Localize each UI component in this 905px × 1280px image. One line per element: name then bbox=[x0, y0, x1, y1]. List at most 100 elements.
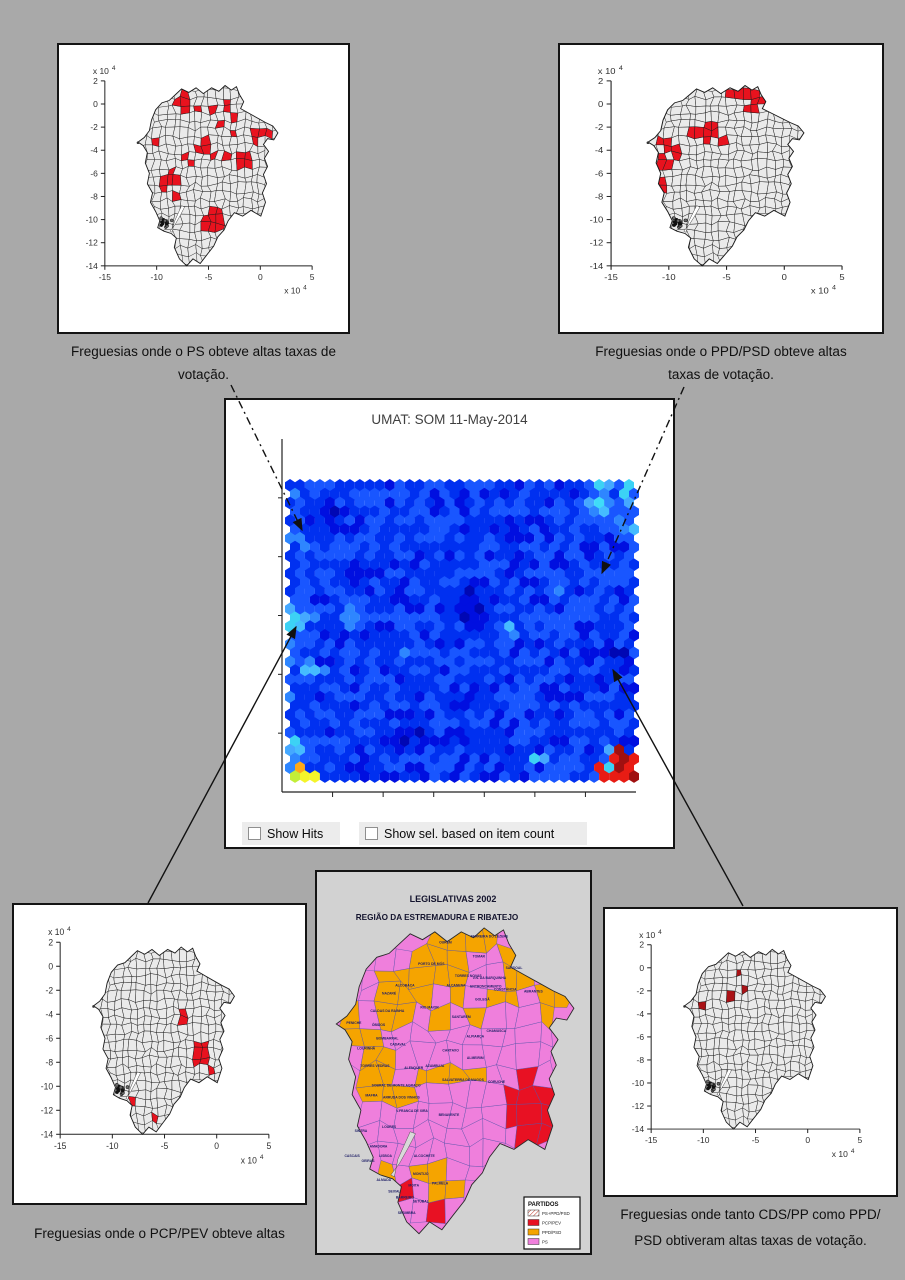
svg-text:x 10: x 10 bbox=[93, 66, 109, 76]
svg-text:-4: -4 bbox=[46, 1009, 54, 1019]
svg-text:V.N. DA BARQUINHA: V.N. DA BARQUINHA bbox=[473, 976, 507, 980]
svg-text:LISBOA: LISBOA bbox=[379, 1154, 392, 1158]
show-hits-checkbox-group: Show Hits bbox=[242, 822, 340, 845]
svg-text:x 10: x 10 bbox=[598, 66, 616, 75]
svg-text:-15: -15 bbox=[99, 272, 112, 282]
svg-text:SARDOAL: SARDOAL bbox=[506, 966, 523, 970]
svg-text:PS+PPD/PSD: PS+PPD/PSD bbox=[542, 1211, 570, 1216]
svg-text:-8: -8 bbox=[637, 1055, 645, 1065]
svg-text:SOBRAL DE MONTE AGRAÇO: SOBRAL DE MONTE AGRAÇO bbox=[372, 1084, 421, 1088]
svg-text:TOMAR: TOMAR bbox=[473, 954, 486, 958]
svg-text:AMADORA: AMADORA bbox=[370, 1144, 388, 1148]
svg-text:ARRUDA DOS VINHOS: ARRUDA DOS VINHOS bbox=[383, 1095, 421, 1099]
svg-text:4: 4 bbox=[67, 926, 71, 933]
svg-text:MONTIJO: MONTIJO bbox=[413, 1172, 429, 1176]
svg-text:CONSTÂNCIA: CONSTÂNCIA bbox=[494, 987, 517, 992]
psd-map-plot: 20-2-4-6-8-10-12-14-15 -10 -5 0 5x 10 4x 10 4 bbox=[590, 65, 845, 295]
caption-ps: Freguesias onde o PS obteve altas taxas … bbox=[57, 340, 350, 386]
svg-text:-2: -2 bbox=[595, 123, 603, 132]
svg-text:-10: -10 bbox=[590, 215, 604, 224]
caption-cds-line1: Freguesias onde tanto CDS/PP como PPD/ bbox=[620, 1207, 881, 1222]
svg-text:ALMEIRIM: ALMEIRIM bbox=[467, 1056, 484, 1060]
svg-text:ALMADA: ALMADA bbox=[376, 1178, 391, 1182]
svg-text:5: 5 bbox=[310, 272, 315, 282]
svg-text:x 10: x 10 bbox=[48, 927, 64, 937]
svg-text:ALCOBAÇA: ALCOBAÇA bbox=[395, 984, 415, 988]
svg-text:5: 5 bbox=[839, 272, 844, 281]
svg-text:-2: -2 bbox=[90, 122, 98, 132]
svg-text:2: 2 bbox=[598, 76, 603, 85]
show-hits-checkbox[interactable] bbox=[248, 827, 261, 840]
svg-text:-5: -5 bbox=[722, 272, 730, 281]
svg-text:CALDAS DA RAINHA: CALDAS DA RAINHA bbox=[370, 1009, 405, 1013]
svg-text:-12: -12 bbox=[590, 238, 604, 247]
svg-text:OEIRAS: OEIRAS bbox=[361, 1159, 375, 1163]
svg-text:0: 0 bbox=[805, 1135, 810, 1145]
svg-text:-10: -10 bbox=[106, 1141, 119, 1151]
svg-text:-8: -8 bbox=[90, 191, 98, 201]
svg-text:x 10: x 10 bbox=[639, 930, 655, 940]
svg-text:4: 4 bbox=[303, 285, 307, 292]
svg-text:MOITA: MOITA bbox=[408, 1184, 419, 1188]
svg-text:PPD/PSD: PPD/PSD bbox=[542, 1230, 561, 1235]
svg-text:PS: PS bbox=[542, 1240, 548, 1245]
svg-text:SALVATERRA DE MAGOS: SALVATERRA DE MAGOS bbox=[442, 1078, 484, 1082]
svg-text:LOURES: LOURES bbox=[382, 1125, 397, 1129]
legislativas-map: LEGISLATIVAS 2002 REGIÃO DA ESTREMADURA E… bbox=[335, 894, 581, 1250]
svg-text:-2: -2 bbox=[46, 985, 54, 995]
svg-text:CASCAIS: CASCAIS bbox=[344, 1154, 360, 1158]
svg-text:LOURINHÃ: LOURINHÃ bbox=[357, 1045, 375, 1050]
cds-map-plot: 20-2-4-6-8-10-12-14-15 -10 -5 0 5x 10 4x 10 4 bbox=[632, 929, 863, 1159]
svg-text:SEIXAL: SEIXAL bbox=[388, 1190, 400, 1194]
svg-text:-6: -6 bbox=[90, 168, 98, 178]
svg-text:-14: -14 bbox=[632, 1124, 645, 1134]
svg-text:ALENQUER: ALENQUER bbox=[404, 1066, 424, 1070]
svg-text:-6: -6 bbox=[637, 1032, 645, 1042]
som-panel: UMAT: SOM 11-May-2014 Show Hits Show sel… bbox=[224, 398, 675, 849]
svg-text:-15: -15 bbox=[54, 1141, 67, 1151]
svg-text:SANTARÉM: SANTARÉM bbox=[452, 1014, 471, 1019]
som-umatrix-plot bbox=[278, 439, 639, 797]
svg-text:-14: -14 bbox=[590, 261, 604, 270]
caption-pcp-line1: Freguesias onde o PCP/PEV obteve altas bbox=[34, 1226, 285, 1241]
svg-text:0: 0 bbox=[48, 961, 53, 971]
svg-text:-12: -12 bbox=[86, 238, 99, 248]
svg-text:FERREIRA DO ZÊZERE: FERREIRA DO ZÊZERE bbox=[471, 934, 509, 939]
map-panel-ps: 2 0 -2 -4 -6 -8 -10 -12 -14 -15 -10 -5 0 5 x 10 4 x 10 4 bbox=[57, 43, 350, 334]
svg-text:0: 0 bbox=[93, 99, 98, 109]
svg-text:4: 4 bbox=[832, 285, 836, 292]
svg-text:5: 5 bbox=[266, 1141, 271, 1151]
svg-text:-8: -8 bbox=[46, 1057, 54, 1067]
svg-text:x 10: x 10 bbox=[284, 286, 300, 296]
svg-text:GOLEGÃ: GOLEGÃ bbox=[475, 996, 490, 1001]
svg-text:-15: -15 bbox=[645, 1135, 658, 1145]
svg-text:-8: -8 bbox=[595, 192, 603, 201]
svg-text:ALPIARÇA: ALPIARÇA bbox=[467, 1035, 485, 1039]
svg-text:LEGISLATIVAS 2002: LEGISLATIVAS 2002 bbox=[410, 894, 497, 904]
svg-text:ABRANTES: ABRANTES bbox=[524, 990, 544, 994]
caption-ps-line1: Freguesias onde o PS obteve altas taxas … bbox=[71, 344, 336, 359]
svg-text:-4: -4 bbox=[595, 146, 603, 155]
show-sel-checkbox[interactable] bbox=[365, 827, 378, 840]
svg-text:OURÉM: OURÉM bbox=[439, 940, 452, 945]
caption-pcp: Freguesias onde o PCP/PEV obteve altas bbox=[12, 1222, 307, 1245]
svg-text:4: 4 bbox=[851, 1148, 855, 1155]
show-sel-checkbox-group: Show sel. based on item count bbox=[359, 822, 587, 845]
svg-text:PENICHE: PENICHE bbox=[346, 1021, 362, 1025]
caption-cds: Freguesias onde tanto CDS/PP como PPD/ P… bbox=[603, 1202, 898, 1254]
svg-text:2: 2 bbox=[93, 76, 98, 86]
svg-text:ALCOCHETE: ALCOCHETE bbox=[414, 1154, 436, 1158]
svg-text:RIO MAIOR: RIO MAIOR bbox=[420, 1005, 439, 1009]
svg-text:SINTRA: SINTRA bbox=[355, 1129, 368, 1133]
caption-psd: Freguesias onde o PPD/PSD obteve altas t… bbox=[558, 340, 884, 386]
caption-ps-line2: votação. bbox=[177, 367, 230, 382]
svg-text:MAFRA: MAFRA bbox=[365, 1093, 378, 1097]
svg-text:CORUCHE: CORUCHE bbox=[488, 1080, 506, 1084]
svg-text:4: 4 bbox=[619, 65, 623, 72]
svg-text:0: 0 bbox=[782, 272, 787, 281]
ps-map-plot: 20-2-4-6-8-10-12-14-15 -10 -5 0 5x 10 4x 10 4 bbox=[86, 65, 315, 296]
pcp-map-plot: 20-2-4-6-8-10-12-14-15 -10 -5 0 5x 10 4x 10 4 bbox=[41, 926, 272, 1166]
show-hits-label: Show Hits bbox=[267, 826, 324, 841]
map-panel-psd: 2 0 -2 -4 -6 -8 -10 -12 -14 -15 -10 -5 0 5 x 10 4 x 10 4 bbox=[558, 43, 884, 334]
svg-text:ALCANENA: ALCANENA bbox=[446, 984, 466, 988]
